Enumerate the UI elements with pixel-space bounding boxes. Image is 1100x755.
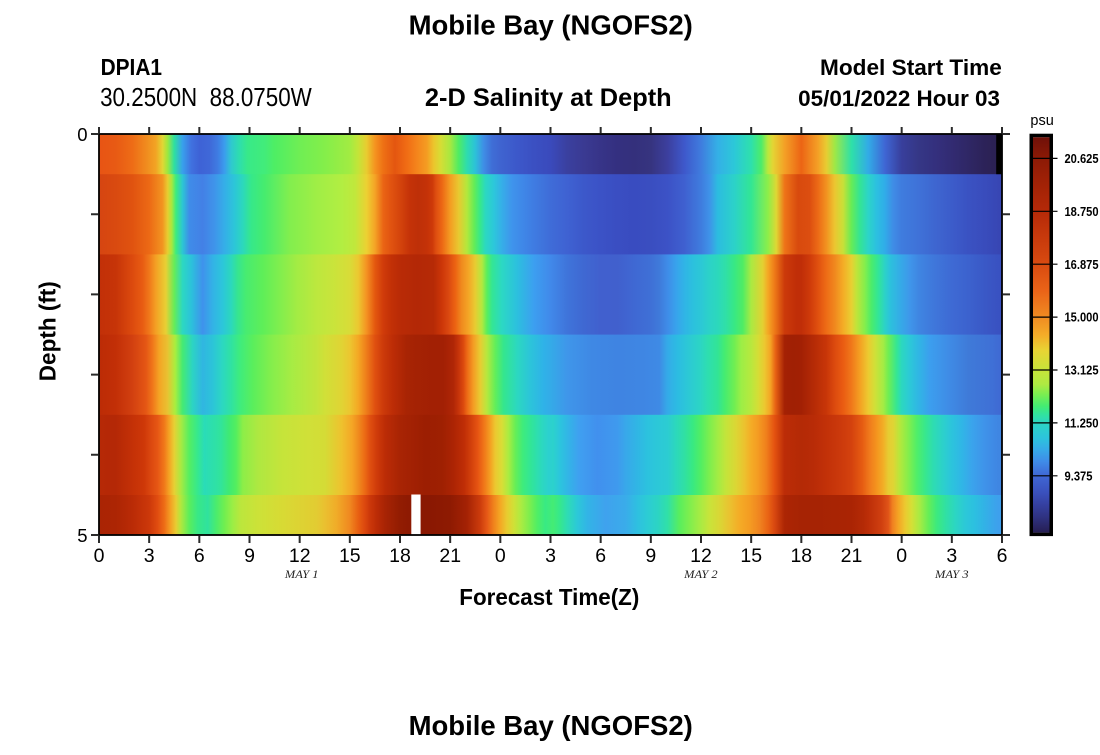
- svg-text:15: 15: [740, 545, 762, 567]
- svg-text:DPIA1: DPIA1: [101, 54, 162, 80]
- svg-text:15: 15: [339, 545, 361, 567]
- svg-text:2-D Salinity at Depth: 2-D Salinity at Depth: [425, 84, 672, 112]
- svg-text:9.375: 9.375: [1065, 469, 1093, 483]
- svg-text:MAY 1: MAY 1: [284, 567, 319, 581]
- svg-text:12: 12: [690, 545, 712, 567]
- svg-text:9: 9: [244, 545, 255, 567]
- svg-text:3: 3: [946, 545, 957, 567]
- svg-text:18.750: 18.750: [1065, 205, 1099, 219]
- svg-text:18: 18: [790, 545, 812, 567]
- svg-text:6: 6: [194, 545, 205, 567]
- svg-text:05/01/2022 Hour 03: 05/01/2022 Hour 03: [798, 86, 1000, 111]
- svg-text:5: 5: [77, 525, 87, 546]
- svg-text:11.250: 11.250: [1065, 417, 1099, 431]
- svg-text:psu: psu: [1030, 113, 1053, 129]
- svg-text:21: 21: [439, 545, 461, 567]
- svg-text:3: 3: [144, 545, 155, 567]
- svg-text:MAY 2: MAY 2: [683, 567, 718, 581]
- svg-text:0: 0: [77, 124, 87, 145]
- svg-text:15.000: 15.000: [1065, 311, 1099, 325]
- svg-text:Mobile Bay (NGOFS2): Mobile Bay (NGOFS2): [409, 710, 693, 741]
- svg-text:9: 9: [645, 545, 656, 567]
- svg-text:21: 21: [841, 545, 863, 567]
- svg-text:0: 0: [94, 545, 105, 567]
- svg-text:MAY 3: MAY 3: [934, 567, 969, 581]
- svg-text:Forecast Time(Z): Forecast Time(Z): [459, 584, 639, 610]
- svg-text:12: 12: [289, 545, 311, 567]
- svg-text:3: 3: [545, 545, 556, 567]
- svg-text:20.625: 20.625: [1065, 152, 1099, 166]
- svg-text:16.875: 16.875: [1065, 258, 1099, 272]
- svg-text:13.125: 13.125: [1065, 364, 1099, 378]
- svg-text:6: 6: [595, 545, 606, 567]
- svg-text:0: 0: [896, 545, 907, 567]
- svg-text:18: 18: [389, 545, 411, 567]
- svg-text:Model Start Time: Model Start Time: [820, 55, 1002, 80]
- svg-text:Mobile Bay (NGOFS2): Mobile Bay (NGOFS2): [409, 10, 693, 41]
- svg-text:6: 6: [997, 545, 1008, 567]
- svg-text:Depth (ft): Depth (ft): [35, 281, 61, 381]
- svg-text:30.2500N 88.0750W: 30.2500N 88.0750W: [100, 82, 312, 112]
- svg-text:0: 0: [495, 545, 506, 567]
